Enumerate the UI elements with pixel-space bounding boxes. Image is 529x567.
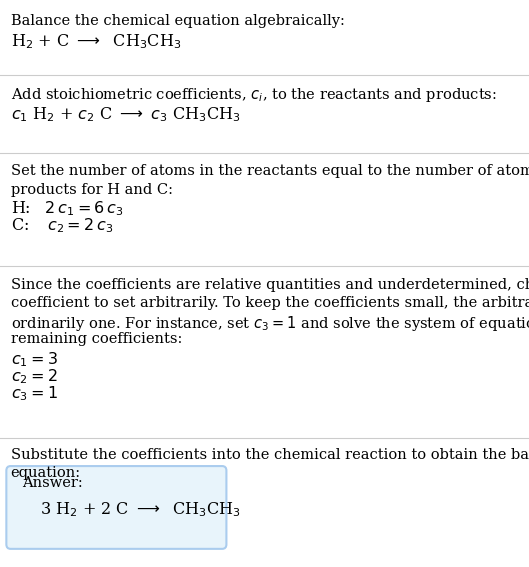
Text: Substitute the coefficients into the chemical reaction to obtain the balanced: Substitute the coefficients into the che…	[11, 448, 529, 462]
Text: Answer:: Answer:	[22, 476, 83, 490]
Text: remaining coefficients:: remaining coefficients:	[11, 332, 182, 346]
Text: Balance the chemical equation algebraically:: Balance the chemical equation algebraica…	[11, 14, 344, 28]
Text: coefficient to set arbitrarily. To keep the coefficients small, the arbitrary va: coefficient to set arbitrarily. To keep …	[11, 296, 529, 310]
Text: Add stoichiometric coefficients, $c_i$, to the reactants and products:: Add stoichiometric coefficients, $c_i$, …	[11, 86, 496, 104]
Text: $c_1$ H$_2$ + $c_2$ C $\longrightarrow$ $c_3$ CH$_3$CH$_3$: $c_1$ H$_2$ + $c_2$ C $\longrightarrow$ …	[11, 105, 240, 124]
Text: H: $\;$ $2\,c_1 = 6\,c_3$: H: $\;$ $2\,c_1 = 6\,c_3$	[11, 200, 123, 218]
Text: ordinarily one. For instance, set $c_3 = 1$ and solve the system of equations fo: ordinarily one. For instance, set $c_3 =…	[11, 314, 529, 333]
Text: equation:: equation:	[11, 466, 81, 480]
Text: Set the number of atoms in the reactants equal to the number of atoms in the: Set the number of atoms in the reactants…	[11, 164, 529, 179]
Text: $c_3 = 1$: $c_3 = 1$	[11, 384, 57, 403]
FancyBboxPatch shape	[6, 466, 226, 549]
Text: $c_1 = 3$: $c_1 = 3$	[11, 350, 57, 369]
Text: Since the coefficients are relative quantities and underdetermined, choose a: Since the coefficients are relative quan…	[11, 278, 529, 292]
Text: products for H and C:: products for H and C:	[11, 183, 172, 197]
Text: C: $\;\;$ $c_2 = 2\,c_3$: C: $\;\;$ $c_2 = 2\,c_3$	[11, 217, 113, 235]
Text: 3 H$_2$ + 2 C $\longrightarrow$  CH$_3$CH$_3$: 3 H$_2$ + 2 C $\longrightarrow$ CH$_3$CH…	[40, 500, 241, 519]
Text: H$_2$ + C $\longrightarrow$  CH$_3$CH$_3$: H$_2$ + C $\longrightarrow$ CH$_3$CH$_3$	[11, 32, 181, 51]
Text: $c_2 = 2$: $c_2 = 2$	[11, 367, 57, 386]
